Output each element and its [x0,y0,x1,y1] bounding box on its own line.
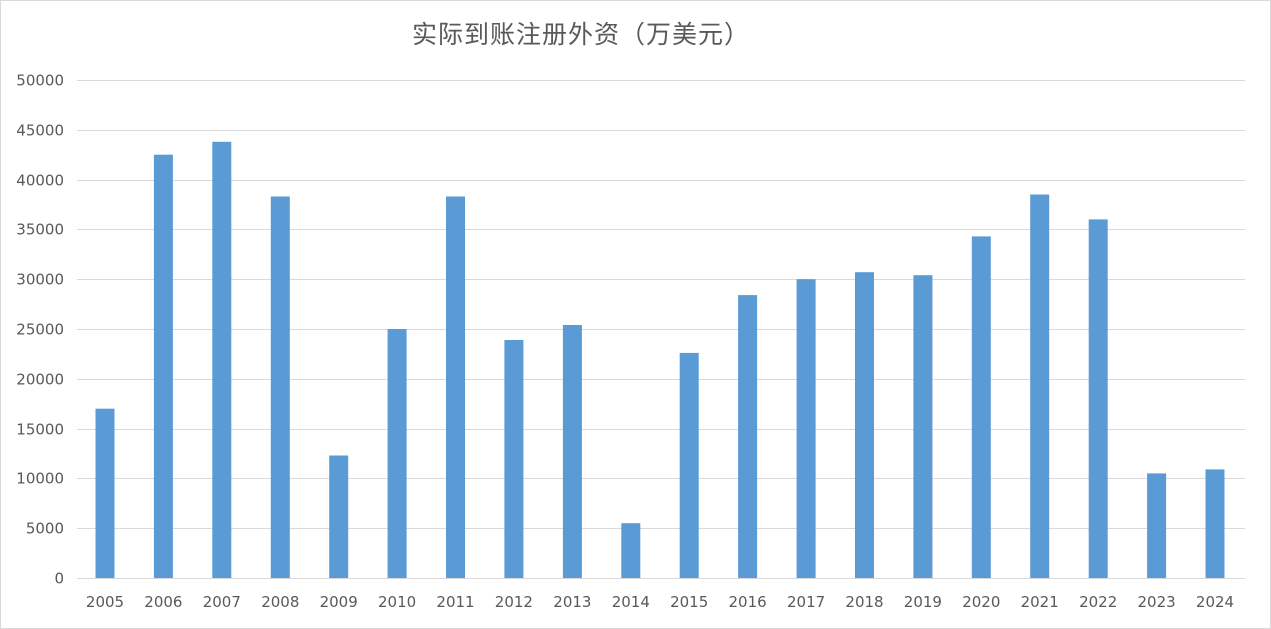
bar [329,455,349,578]
bar [1205,469,1225,578]
y-tick-label: 45000 [16,122,64,140]
x-tick-label: 2015 [670,593,708,611]
bar [1088,219,1108,578]
y-tick-label: 20000 [16,371,64,389]
bar [153,154,173,578]
x-tick-label: 2012 [495,593,533,611]
y-tick-label: 0 [54,570,64,588]
bar [855,272,874,578]
bar [270,196,290,578]
bar [212,141,232,579]
y-tick-label: 25000 [16,321,64,339]
x-tick-label: 2021 [1021,593,1059,611]
bar [387,329,407,578]
x-tick-label: 2024 [1196,593,1234,611]
x-tick-label: 2010 [378,593,416,611]
bar [1147,473,1167,578]
x-tick-label: 2020 [962,593,1000,611]
bar [621,523,641,578]
bar [796,279,816,578]
x-tick-label: 2022 [1079,593,1117,611]
chart-title: 实际到账注册外资（万美元） [411,20,750,49]
x-tick-label: 2018 [845,593,883,611]
bar [738,295,758,578]
x-tick-label: 2007 [203,593,241,611]
bar [971,236,991,578]
x-tick-label: 2014 [612,593,650,611]
x-tick-label: 2023 [1138,593,1176,611]
y-tick-label: 30000 [16,271,64,289]
x-tick-label: 2008 [261,593,299,611]
bar [562,325,582,578]
y-tick-label: 5000 [26,520,64,538]
x-tick-label: 2013 [553,593,591,611]
x-tick-label: 2005 [86,593,124,611]
y-tick-label: 40000 [16,172,64,190]
y-tick-label: 15000 [16,421,64,439]
y-tick-label: 10000 [16,470,64,488]
x-tick-label: 2019 [904,593,942,611]
bar [1030,194,1050,578]
x-tick-label: 2006 [144,593,182,611]
bar [446,196,465,578]
x-tick-label: 2017 [787,593,825,611]
y-tick-label: 35000 [16,221,64,239]
bar [95,408,115,578]
bar [913,275,933,578]
bar [504,340,524,578]
x-tick-label: 2011 [436,593,474,611]
bar [679,352,699,578]
x-tick-label: 2016 [729,593,767,611]
x-tick-label: 2009 [320,593,358,611]
y-tick-label: 50000 [16,72,64,90]
